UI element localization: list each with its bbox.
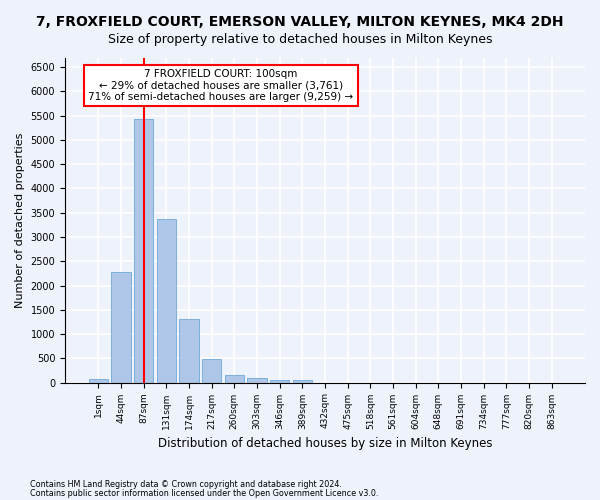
Bar [202, 360, 221, 382]
Text: Size of property relative to detached houses in Milton Keynes: Size of property relative to detached ho… [108, 32, 492, 46]
Text: Contains HM Land Registry data © Crown copyright and database right 2024.: Contains HM Land Registry data © Crown c… [30, 480, 342, 489]
Bar [247, 378, 266, 382]
Bar [134, 119, 153, 382]
Text: 7, FROXFIELD COURT, EMERSON VALLEY, MILTON KEYNES, MK4 2DH: 7, FROXFIELD COURT, EMERSON VALLEY, MILT… [36, 15, 564, 29]
Bar [157, 218, 176, 382]
Text: 7 FROXFIELD COURT: 100sqm
← 29% of detached houses are smaller (3,761)
71% of se: 7 FROXFIELD COURT: 100sqm ← 29% of detac… [88, 69, 353, 102]
Bar [224, 374, 244, 382]
Bar [293, 380, 312, 382]
Bar [89, 379, 108, 382]
Text: Contains public sector information licensed under the Open Government Licence v3: Contains public sector information licen… [30, 488, 379, 498]
Bar [179, 319, 199, 382]
Bar [112, 272, 131, 382]
Y-axis label: Number of detached properties: Number of detached properties [15, 132, 25, 308]
X-axis label: Distribution of detached houses by size in Milton Keynes: Distribution of detached houses by size … [158, 437, 492, 450]
Bar [270, 380, 289, 382]
